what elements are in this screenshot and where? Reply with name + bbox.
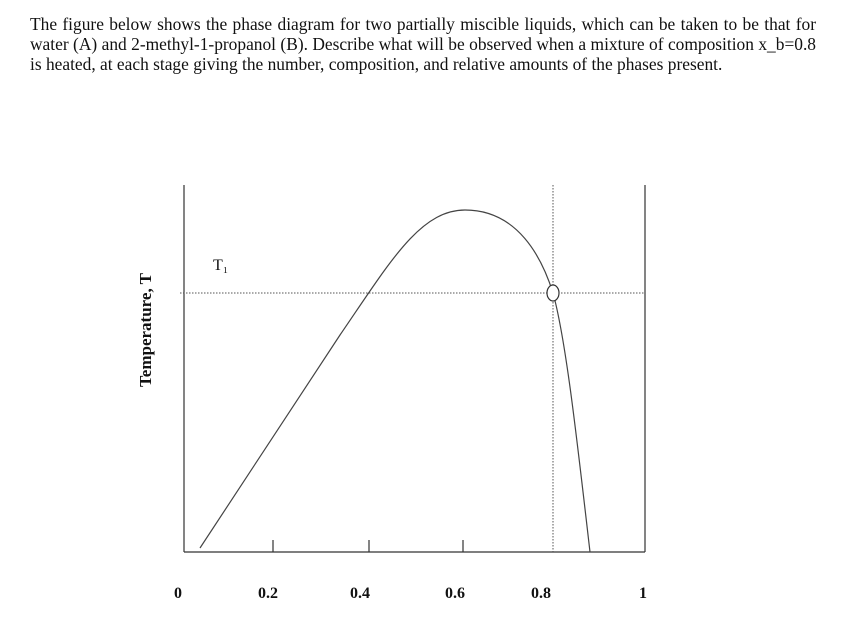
- x-tick-labels: 0 0.2 0.4 0.6 0.8 1: [174, 585, 647, 602]
- axes: [183, 185, 646, 553]
- x-tick-label: 0.8: [531, 585, 551, 602]
- phase-curve: [199, 209, 591, 553]
- t1-label: T₁: [213, 257, 228, 274]
- y-label: Temperature, T: [136, 272, 155, 387]
- x-tick-label: 0.4: [350, 585, 370, 602]
- x-tick-label: 0.6: [445, 585, 465, 602]
- x-tick-label: 0: [174, 585, 182, 602]
- x-tick-label: 1: [639, 585, 647, 602]
- point-marker: [546, 284, 560, 302]
- x-tick-label: 0.2: [258, 585, 278, 602]
- question-text: The figure below shows the phase diagram…: [30, 14, 816, 74]
